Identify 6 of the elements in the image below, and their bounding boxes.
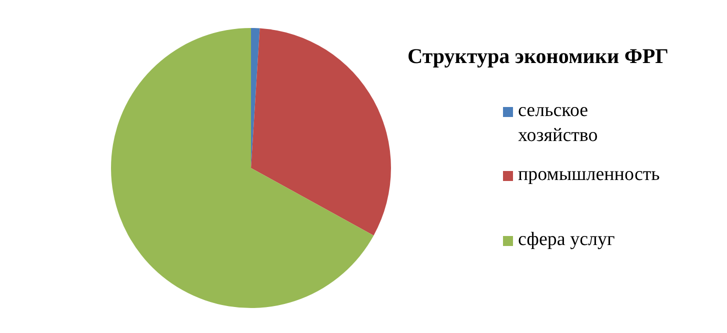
pie-slice: [251, 28, 391, 236]
pie-slice: [111, 28, 374, 308]
legend-label: сфера услуг: [518, 229, 616, 250]
legend-label: промышленность: [518, 164, 660, 185]
text: Структура экономики ФРГ: [407, 44, 669, 68]
legend-label: сельское хозяйство: [518, 100, 598, 146]
